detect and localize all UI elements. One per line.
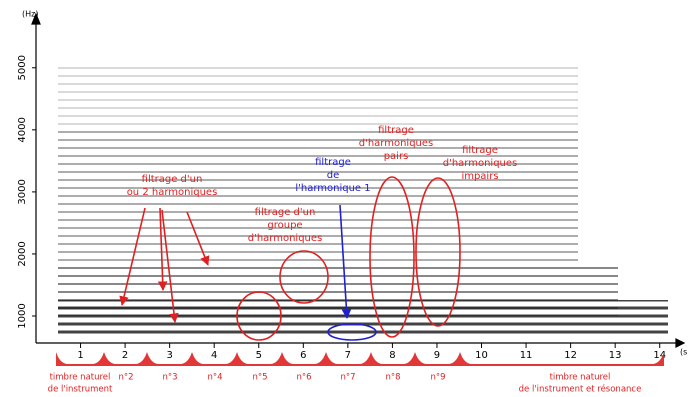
x-tick-label: 4 <box>211 350 217 361</box>
segment-label: n°6 <box>296 373 311 383</box>
annotation: filtrage d'un <box>142 174 203 185</box>
x-tick-label: 12 <box>564 350 577 361</box>
annotation: filtrage <box>315 157 351 168</box>
segment-label: n°3 <box>162 373 177 383</box>
segment-label: timbre naturel <box>50 373 111 383</box>
chart: (s) (Hz) 1234567891011121314100020003000… <box>0 0 688 397</box>
segment-label: de l'instrument <box>48 385 113 395</box>
annotation: d'harmoniques <box>359 138 434 149</box>
segment-label: n°2 <box>118 373 133 383</box>
spectrogram-texture <box>58 66 668 336</box>
y-tick-label: 2000 <box>17 241 28 266</box>
x-axis-label: (s) <box>680 348 688 357</box>
x-tick-label: 10 <box>475 350 488 361</box>
x-tick-label: 3 <box>166 350 172 361</box>
annotation: d'harmoniques <box>443 158 518 169</box>
x-tick-label: 14 <box>653 350 666 361</box>
x-tick-label: 11 <box>520 350 533 361</box>
x-tick-label: 6 <box>300 350 306 361</box>
segment-label: timbre naturel <box>550 373 611 383</box>
x-tick-label: 2 <box>122 350 128 361</box>
segment-bracket <box>460 352 664 366</box>
x-tick-label: 7 <box>345 350 351 361</box>
y-tick-label: 4000 <box>17 117 28 142</box>
y-axis-label: (Hz) <box>22 10 38 19</box>
annotation: impairs <box>461 171 498 182</box>
x-tick-label: 8 <box>389 350 395 361</box>
segment-label: n°4 <box>207 373 222 383</box>
segment-label: n°7 <box>340 373 355 383</box>
y-tick-label: 1000 <box>17 303 28 328</box>
segment-label: n°5 <box>252 373 267 383</box>
annotation: l'harmonique 1 <box>295 183 370 194</box>
segment-label: n°8 <box>385 373 400 383</box>
annotation: groupe <box>267 220 302 231</box>
annotation: ou 2 harmoniques <box>127 187 218 198</box>
annotation: pairs <box>384 151 409 162</box>
segment-label: n°9 <box>430 373 445 383</box>
y-tick-label: 3000 <box>17 179 28 204</box>
x-tick-label: 9 <box>434 350 440 361</box>
annotation: filtrage <box>378 125 414 136</box>
y-tick-label: 5000 <box>17 55 28 80</box>
x-tick-label: 13 <box>609 350 622 361</box>
segment-label: de l'instrument et résonance <box>519 384 642 395</box>
annotation: de <box>327 170 340 181</box>
x-tick-label: 1 <box>77 350 83 361</box>
annotation: filtrage d'un <box>255 207 316 218</box>
annotation: d'harmoniques <box>248 233 323 244</box>
x-tick-label: 5 <box>256 350 262 361</box>
annotation: filtrage <box>462 145 498 156</box>
